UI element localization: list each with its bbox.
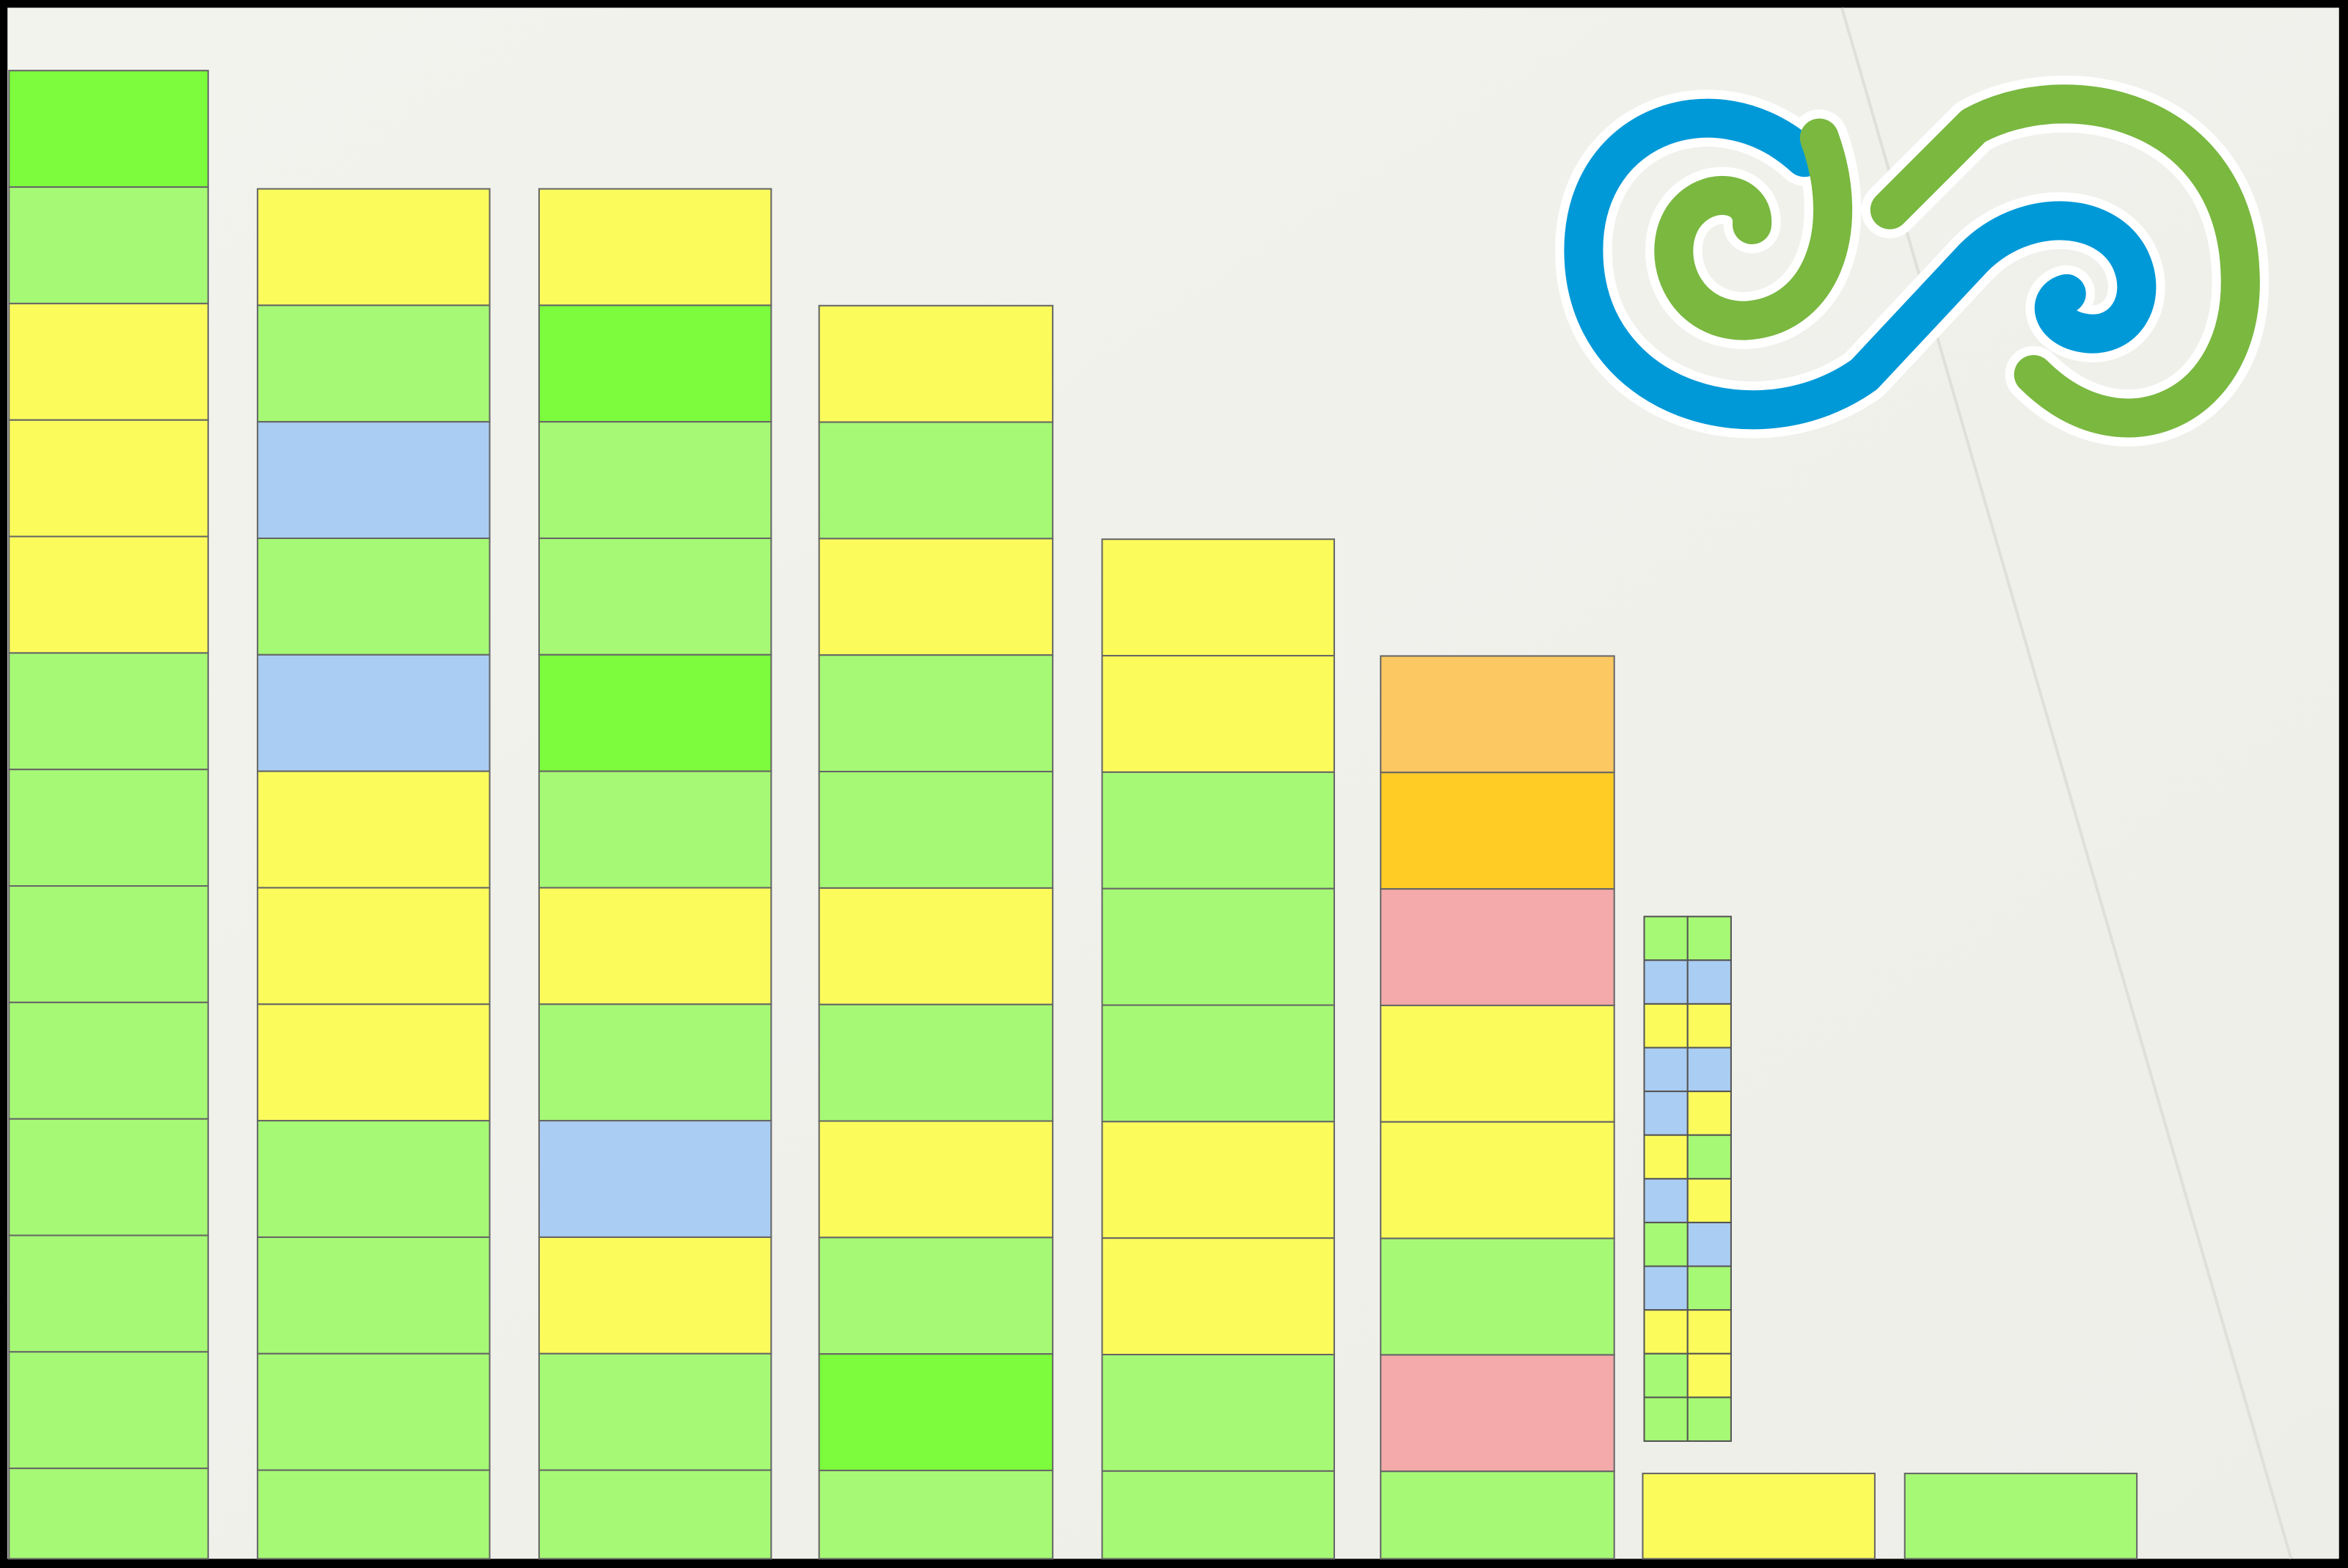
cell xyxy=(818,887,1054,1005)
mini-cell xyxy=(1643,1265,1689,1311)
cell xyxy=(257,188,491,307)
cell xyxy=(8,186,209,304)
mini-cell xyxy=(1643,1003,1689,1049)
mini-cell xyxy=(1686,1396,1732,1443)
cell xyxy=(1101,1470,1335,1560)
cell xyxy=(538,188,772,307)
cell xyxy=(818,771,1054,889)
cell xyxy=(1101,1353,1335,1472)
cell xyxy=(8,302,209,421)
mini-cell xyxy=(1643,1091,1689,1136)
mini-cell xyxy=(1686,1352,1732,1399)
cell xyxy=(538,537,772,656)
mini-cell xyxy=(1643,1309,1689,1355)
cell xyxy=(257,1352,491,1471)
cell xyxy=(8,419,209,538)
cell-columns xyxy=(8,70,2138,1560)
cell xyxy=(1101,887,1335,1006)
cell xyxy=(257,421,491,540)
cell xyxy=(8,1234,209,1353)
cell xyxy=(8,1118,209,1237)
cell xyxy=(8,1001,209,1120)
mini-cell xyxy=(1686,1265,1732,1311)
cell xyxy=(818,304,1054,423)
cell xyxy=(538,304,772,423)
cell xyxy=(1380,772,1615,890)
cell xyxy=(818,1120,1054,1239)
cell xyxy=(257,770,491,889)
cell xyxy=(8,769,209,887)
cell xyxy=(818,1353,1054,1472)
mini-cell xyxy=(1686,1003,1732,1049)
cell xyxy=(8,652,209,771)
cell xyxy=(257,1003,491,1122)
cell xyxy=(538,887,772,1005)
mini-cell xyxy=(1643,915,1689,961)
cell xyxy=(538,1352,772,1471)
mini-cell xyxy=(1643,959,1689,1005)
mini-cell xyxy=(1686,1309,1732,1355)
cell xyxy=(818,1237,1054,1355)
cell xyxy=(257,887,491,1005)
mini-cell xyxy=(1686,1047,1732,1093)
cell xyxy=(1380,1354,1615,1473)
cell xyxy=(818,538,1054,656)
mini-cell xyxy=(1686,915,1732,961)
cell xyxy=(1380,1004,1615,1123)
cell xyxy=(257,1120,491,1238)
cell xyxy=(257,1469,491,1560)
mini-cell xyxy=(1643,1396,1689,1443)
cell xyxy=(1101,1121,1335,1239)
cell xyxy=(8,535,209,654)
cell xyxy=(1101,1004,1335,1123)
mini-cell xyxy=(1643,1352,1689,1399)
logo-green-spiral xyxy=(1654,84,2260,438)
cell xyxy=(538,421,772,540)
mini-cell xyxy=(1643,1221,1689,1267)
cell xyxy=(1101,538,1335,657)
mini-cell xyxy=(1686,1178,1732,1223)
mini-cell xyxy=(1643,1047,1689,1093)
logo xyxy=(1555,76,2269,447)
cell xyxy=(1380,1470,1615,1560)
cell xyxy=(1903,1473,2138,1560)
cell xyxy=(257,304,491,423)
cell xyxy=(8,885,209,1003)
cell xyxy=(538,653,772,772)
cell xyxy=(538,770,772,889)
mini-cell xyxy=(1686,1221,1732,1267)
mini-cell xyxy=(1686,1134,1732,1180)
cell xyxy=(1101,771,1335,890)
diagonal-line xyxy=(1840,7,2293,1560)
cell xyxy=(538,1469,772,1560)
cell xyxy=(538,1236,772,1355)
mini-cell xyxy=(1686,959,1732,1005)
cell xyxy=(1380,1237,1615,1356)
mini-cell xyxy=(1643,1134,1689,1180)
cell xyxy=(257,537,491,656)
cell xyxy=(818,1469,1054,1560)
cell xyxy=(1380,888,1615,1006)
cell xyxy=(1101,1237,1335,1356)
logo-blue-spiral xyxy=(1564,98,2157,430)
cell xyxy=(818,654,1054,773)
mini-cell xyxy=(1643,1178,1689,1223)
cell xyxy=(1101,655,1335,773)
cell xyxy=(8,1351,209,1470)
cell xyxy=(257,1236,491,1355)
cell xyxy=(538,1003,772,1122)
mini-cell xyxy=(1686,1091,1732,1136)
cell xyxy=(538,1120,772,1238)
cell xyxy=(818,421,1054,540)
cell xyxy=(8,1468,209,1560)
cell xyxy=(818,1003,1054,1122)
cell xyxy=(1642,1473,1876,1560)
cell xyxy=(1380,1121,1615,1239)
cell xyxy=(1380,655,1615,774)
cell xyxy=(257,653,491,772)
cell xyxy=(8,70,209,188)
